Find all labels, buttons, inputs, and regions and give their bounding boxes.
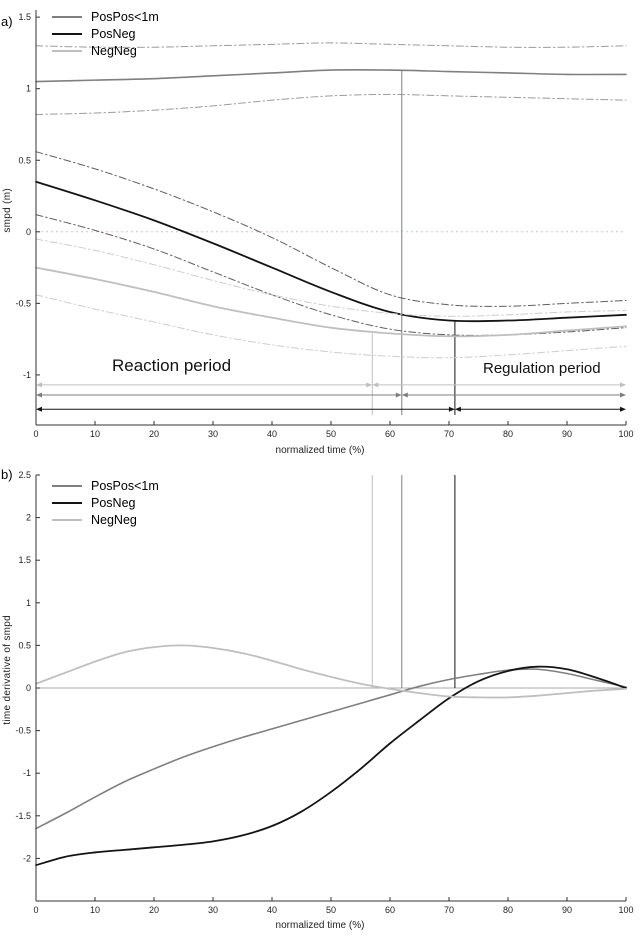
y-tick-label: -0.5 [15,726,31,736]
x-tick-label: 20 [149,429,159,439]
legend-label-pospos: PosPos<1m [91,478,159,493]
y-tick-label: -0.5 [15,298,31,308]
legend-item-negneg: NegNeg [52,511,159,528]
y-tick-label: -1.5 [15,811,31,821]
arrowhead-right-icon [448,406,455,412]
panel-a-legend: PosPos<1m PosNeg NegNeg [52,8,159,59]
x-tick-label: 70 [444,905,454,915]
x-tick-label: 70 [444,429,454,439]
arrowhead-left-icon [36,406,42,412]
legend-item-posneg: PosNeg [52,25,159,42]
confidence-interval-line [35,151,627,307]
x-tick-label: 90 [562,429,572,439]
legend-line-pospos [52,484,82,487]
y-tick-label: 0.5 [18,640,31,650]
panel-a-ylabel: smpd (m) [2,188,13,233]
x-tick-label: 40 [267,429,277,439]
legend-label-posneg: PosNeg [91,26,136,41]
y-tick-label: 2.5 [18,470,31,480]
series-line [35,665,627,867]
series-line [35,69,627,83]
x-tick-label: 50 [326,905,336,915]
confidence-interval-line [35,238,627,317]
panel-b-tag: b) [1,467,13,482]
legend-line-pospos [52,15,82,18]
regulation-period-label: Regulation period [483,360,601,377]
x-tick-label: 60 [385,905,395,915]
legend-line-negneg [52,49,82,52]
confidence-interval-line [35,214,627,336]
legend-line-negneg [52,518,82,521]
reaction-period-label: Reaction period [112,356,232,375]
legend-item-posneg: PosNeg [52,494,159,511]
panel-b-ylabel: time derivative of smpd [2,615,13,725]
legend-item-pospos: PosPos<1m [52,8,159,25]
arrowhead-right-icon [620,382,626,388]
panel-b-plot: 0 10 20 30 40 50 60 70 80 90 100 -2 -1.5 -1 -0.5 0 0.5 1 1… [15,470,633,915]
panel-b-xlabel: normalized time (%) [275,920,365,931]
arrowhead-right-icon [366,382,373,388]
y-tick-label: 0 [26,683,31,693]
x-tick-label: 10 [90,429,100,439]
x-tick-label: 60 [385,429,395,439]
y-tick-label: 0.5 [18,155,31,165]
legend-label-pospos: PosPos<1m [91,9,159,24]
x-tick-label: 40 [267,905,277,915]
x-tick-label: 90 [562,905,572,915]
panel-a-xlabel: normalized time (%) [275,445,365,456]
arrowhead-left-icon [401,392,408,398]
arrowhead-left-icon [454,406,461,412]
y-tick-label: 0 [26,227,31,237]
x-tick-label: 0 [33,905,38,915]
y-tick-label: 1.5 [18,12,31,22]
legend-line-posneg [52,501,82,504]
y-tick-label: -1 [23,768,31,778]
panel-a: 0 10 20 30 40 50 60 70 80 90 100 -1 -0.5 0 0.5 1 1.5 a) … [0,0,640,465]
x-tick-label: 50 [326,429,336,439]
legend-item-pospos: PosPos<1m [52,477,159,494]
y-tick-label: -1 [23,370,31,380]
legend-label-negneg: NegNeg [91,43,137,58]
panel-a-tag: a) [1,14,13,29]
arrowhead-left-icon [36,392,42,398]
panel-b-legend: PosPos<1m PosNeg NegNeg [52,477,159,528]
series-line [35,644,627,699]
panel-b: 0 10 20 30 40 50 60 70 80 90 100 -2 -1.5 -1 -0.5 0 0.5 1 1… [0,465,640,940]
arrowhead-left-icon [372,382,379,388]
series-line [35,668,627,830]
arrowhead-right-icon [620,406,626,412]
y-tick-label: 1 [26,598,31,608]
legend-label-posneg: PosNeg [91,495,136,510]
y-tick-label: 1.5 [18,555,31,565]
x-tick-label: 30 [208,429,218,439]
y-tick-label: -2 [23,853,31,863]
x-tick-label: 0 [33,429,38,439]
confidence-interval-line [35,93,627,115]
y-tick-label: 1 [26,84,31,94]
confidence-interval-line [35,294,627,359]
x-tick-label: 30 [208,905,218,915]
x-tick-label: 80 [503,905,513,915]
arrowhead-right-icon [395,392,402,398]
x-tick-label: 100 [618,905,633,915]
x-tick-label: 100 [618,429,633,439]
legend-label-negneg: NegNeg [91,512,137,527]
y-tick-label: 2 [26,513,31,523]
x-tick-label: 80 [503,429,513,439]
legend-line-posneg [52,32,82,35]
arrowhead-right-icon [620,392,626,398]
arrowhead-left-icon [36,382,42,388]
panel-a-plot: 0 10 20 30 40 50 60 70 80 90 100 -1 -0.5 0 0.5 1 1.5 [15,10,634,439]
confidence-interval-line [35,42,627,48]
x-tick-label: 10 [90,905,100,915]
series-line [35,180,627,323]
x-tick-label: 20 [149,905,159,915]
legend-item-negneg: NegNeg [52,42,159,59]
series-line [35,266,627,338]
